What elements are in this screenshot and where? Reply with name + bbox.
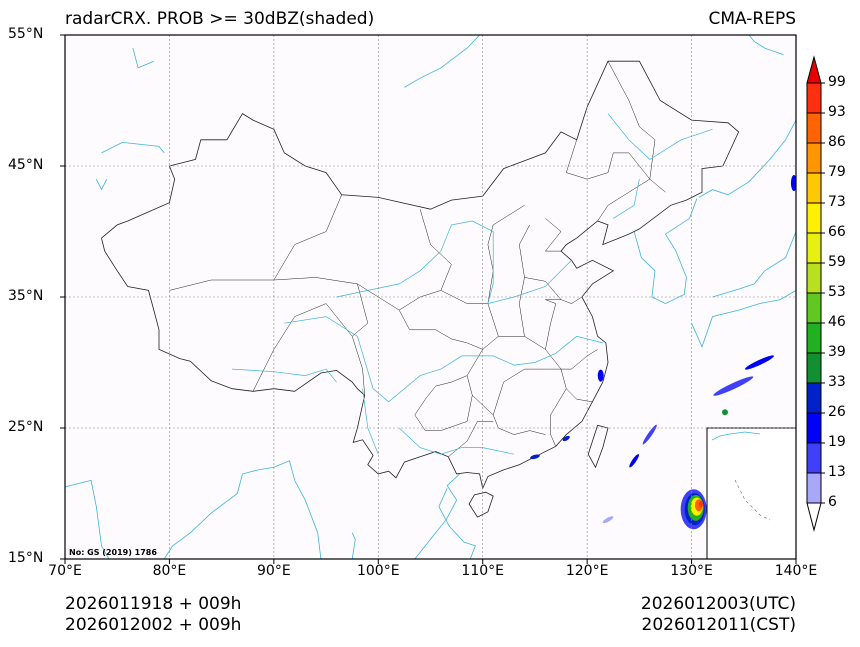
lat-tick-label: 35°N	[8, 288, 44, 305]
lon-tick-label: 90°E	[257, 563, 291, 579]
init-time-utc: 2026011918 + 009h	[65, 594, 242, 614]
probability-area	[698, 500, 703, 507]
colorbar-label: 66	[828, 224, 846, 241]
probability-area	[713, 376, 754, 396]
river	[398, 427, 515, 455]
hainan-border	[468, 491, 494, 518]
china-border	[101, 60, 740, 490]
probability-area	[602, 516, 614, 524]
coastline	[414, 473, 460, 559]
probability-area	[562, 435, 570, 442]
colorbar-label: 53	[828, 284, 846, 301]
colorbar-label: 19	[828, 434, 846, 451]
south-china-sea-inset	[706, 427, 797, 560]
colorbar-label: 99	[828, 74, 846, 91]
river	[284, 316, 603, 403]
province-border	[492, 349, 598, 415]
coastline	[163, 460, 322, 559]
valid-time-cst: 2026012011(CST)	[641, 615, 796, 635]
colorbar-label: 93	[828, 104, 846, 121]
probability-area	[530, 454, 540, 460]
province-border	[597, 178, 650, 222]
lake-balkhash	[101, 141, 165, 154]
lat-tick-label: 25°N	[8, 419, 44, 436]
province-border	[544, 218, 562, 252]
probability-area	[629, 454, 640, 468]
probability-area	[790, 175, 796, 192]
lon-tick-label: 80°E	[152, 563, 187, 579]
coastline	[712, 231, 796, 298]
footer-left: 2026011918 + 009h 2026012002 + 009h	[65, 594, 241, 636]
river	[613, 179, 640, 219]
lake-issyk	[95, 178, 108, 191]
probability-area	[642, 424, 657, 445]
colorbar-label: 73	[828, 194, 846, 211]
lat-tick-label: 15°N	[8, 550, 44, 567]
province-border	[545, 299, 561, 350]
coastline	[748, 35, 784, 55]
lake-baikal	[404, 34, 480, 88]
colorbar-label: 79	[828, 164, 846, 181]
coastline	[132, 47, 154, 69]
colorbar-label: 39	[828, 344, 846, 361]
coastline	[351, 532, 356, 559]
colorbar-extend-min	[806, 502, 822, 532]
coastline	[691, 290, 796, 348]
lat-tick-label: 55°N	[8, 26, 44, 43]
province-border	[425, 303, 499, 431]
model-name: CMA-REPS	[708, 9, 796, 29]
lat-tick-label: 45°N	[8, 157, 44, 174]
lon-tick-label: 140°E	[774, 563, 818, 579]
colorbar-label: 6	[828, 494, 837, 511]
province-border	[565, 139, 666, 193]
colorbar-label: 26	[828, 404, 846, 421]
colorbar-label: 86	[828, 134, 846, 151]
probability-area	[721, 409, 728, 416]
init-time-cst: 2026012002 + 009h	[65, 615, 242, 635]
lon-tick-label: 100°E	[356, 563, 400, 579]
colorbar-label: 59	[828, 254, 846, 271]
probability-area	[744, 355, 774, 370]
river	[362, 388, 379, 455]
province-border	[472, 395, 546, 435]
colorbar-segment	[806, 82, 822, 114]
coastline	[698, 119, 796, 198]
footer-right: 2026012003(UTC) 2026012011(CST)	[641, 594, 796, 636]
lon-tick-label: 130°E	[670, 563, 713, 579]
coastline	[65, 479, 110, 559]
province-border	[399, 209, 452, 311]
province-border	[498, 336, 567, 447]
lon-tick-label: 120°E	[565, 563, 609, 579]
inset-coastline	[711, 431, 761, 441]
river	[232, 368, 337, 383]
colorbar-label: 13	[828, 464, 846, 481]
province-border	[252, 303, 353, 392]
province-border	[398, 309, 483, 350]
probability-area	[597, 369, 604, 382]
lon-tick-label: 70°E	[48, 563, 82, 579]
map-title: radarCRX. PROB >= 30dBZ(shaded)	[65, 9, 375, 29]
valid-time-utc: 2026012003(UTC)	[640, 594, 796, 614]
coastline	[438, 488, 476, 559]
province-border	[273, 194, 342, 281]
inset-boundary-line	[734, 479, 771, 521]
lon-tick-label: 110°E	[461, 563, 504, 579]
coastline	[633, 198, 698, 305]
map-approval-note: No: GS (2019) 1786	[69, 548, 157, 557]
taiwan-border	[587, 424, 609, 469]
colorbar-label: 33	[828, 374, 846, 391]
province-border	[607, 61, 656, 180]
province-border	[414, 375, 468, 431]
colorbar-label: 46	[828, 314, 846, 331]
